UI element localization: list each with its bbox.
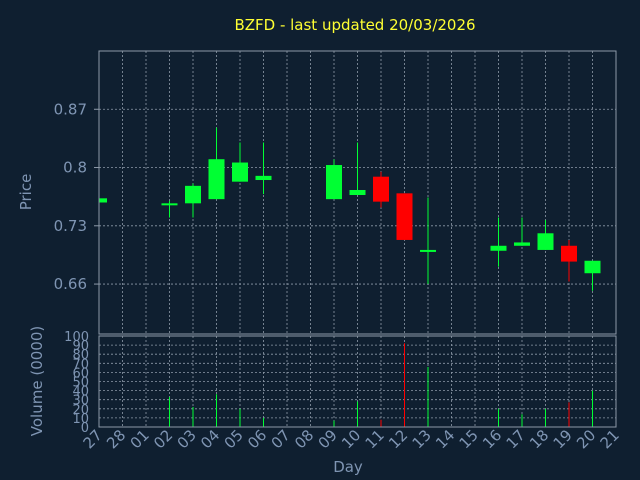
volume-tick-label: 0 xyxy=(81,421,89,436)
volume-tick-label: 40 xyxy=(72,385,89,400)
volume-tick-label: 10 xyxy=(72,412,89,427)
candle-body xyxy=(514,242,530,246)
day-tick-label: 13 xyxy=(409,426,435,452)
day-tick-label: 10 xyxy=(338,426,364,452)
candle-body xyxy=(490,245,507,251)
candle-body xyxy=(161,203,178,206)
day-axis-label: Day xyxy=(333,458,363,476)
volume-tick-label: 100 xyxy=(64,330,89,345)
candle-body xyxy=(349,190,366,195)
candle-body xyxy=(232,162,248,182)
price-tick-label: 0.73 xyxy=(54,217,87,235)
price-candles xyxy=(98,127,601,291)
candle-body xyxy=(99,198,107,203)
day-tick-label: 16 xyxy=(479,426,505,452)
day-axis-ticks: 2728010203040506070809101112131415161718… xyxy=(80,426,623,452)
price-tick-label: 0.8 xyxy=(63,159,87,177)
day-tick-label: 18 xyxy=(526,426,552,452)
day-tick-label: 20 xyxy=(573,426,599,452)
price-tick-label: 0.66 xyxy=(54,275,87,293)
volume-panel-frame xyxy=(98,335,617,428)
day-tick-label: 28 xyxy=(103,426,129,452)
day-tick-label: 21 xyxy=(597,426,623,452)
candle-body xyxy=(373,176,389,202)
day-tick-label: 11 xyxy=(362,426,388,452)
volume-tick-label: 30 xyxy=(72,394,89,409)
day-tick-label: 01 xyxy=(127,426,153,452)
volume-tick-label: 20 xyxy=(72,403,89,418)
day-tick-label: 02 xyxy=(150,426,176,452)
day-tick-label: 19 xyxy=(550,426,576,452)
day-tick-label: 05 xyxy=(221,426,247,452)
volume-tick-label: 50 xyxy=(72,376,89,391)
candle-body xyxy=(584,260,601,274)
day-tick-label: 09 xyxy=(315,426,341,452)
candle-body xyxy=(326,165,342,200)
day-tick-label: 12 xyxy=(385,426,411,452)
candle-body xyxy=(420,249,436,252)
volume-tick-label: 70 xyxy=(72,357,89,372)
day-tick-label: 06 xyxy=(244,426,270,452)
day-tick-label: 14 xyxy=(432,426,458,452)
day-tick-label: 07 xyxy=(268,426,294,452)
candle-body xyxy=(208,159,225,200)
day-tick-label: 03 xyxy=(174,426,200,452)
candle-body xyxy=(561,245,577,262)
chart-title: BZFD - last updated 20/03/2026 xyxy=(234,16,475,34)
candle-body xyxy=(396,193,413,240)
volume-tick-label: 80 xyxy=(72,348,89,363)
day-tick-label: 08 xyxy=(291,426,317,452)
day-tick-label: 15 xyxy=(456,426,482,452)
candle-body xyxy=(537,233,554,250)
price-axis-ticks: 0.87 0.8 0.73 0.66 xyxy=(54,100,99,293)
candle-body xyxy=(185,185,201,204)
candle-body xyxy=(255,175,272,181)
price-axis-label: Price xyxy=(17,174,35,211)
volume-axis-label: Volume (0000) xyxy=(28,326,46,436)
volume-bars xyxy=(169,343,593,427)
price-panel-frame xyxy=(98,50,617,335)
day-tick-label: 04 xyxy=(197,426,223,452)
day-tick-label: 17 xyxy=(503,426,529,452)
volume-tick-label: 60 xyxy=(72,366,89,381)
volume-tick-label: 90 xyxy=(72,339,89,354)
price-tick-label: 0.87 xyxy=(54,100,87,118)
